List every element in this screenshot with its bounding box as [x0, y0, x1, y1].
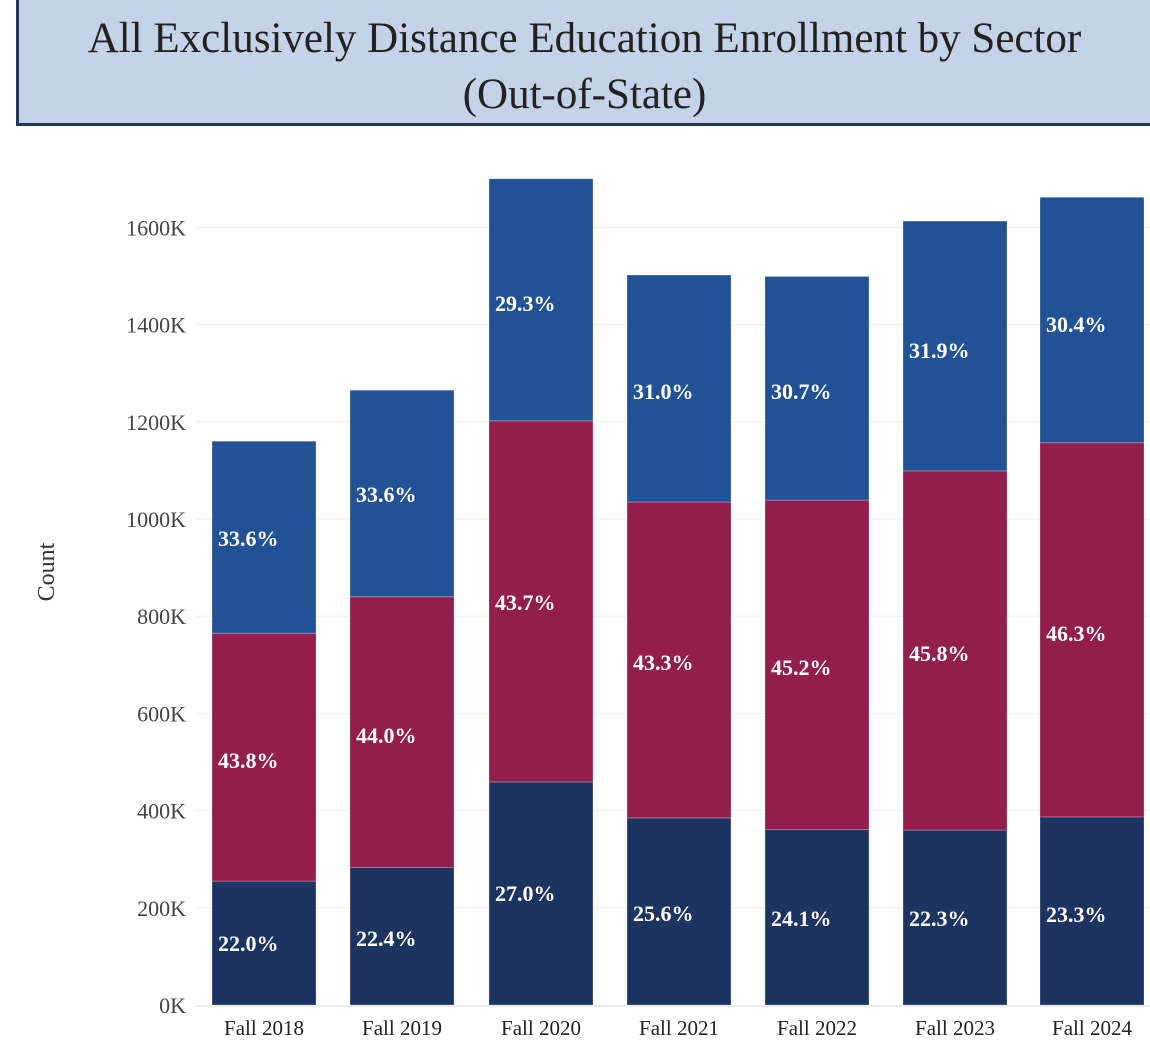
data-label: 45.8%	[909, 641, 970, 666]
y-tick-label: 600K	[137, 701, 186, 726]
bar-segment	[902, 220, 1008, 472]
x-tick-label: Fall 2019	[362, 1016, 442, 1040]
data-label: 30.4%	[1046, 312, 1107, 337]
bar-segment	[488, 781, 594, 1006]
y-axis-title: Count	[34, 542, 60, 601]
data-label: 22.4%	[356, 926, 417, 951]
data-label: 46.3%	[1046, 621, 1107, 646]
bar-segment	[1039, 196, 1145, 444]
chart-title-banner: All Exclusively Distance Education Enrol…	[16, 0, 1150, 126]
data-label: 31.9%	[909, 338, 970, 363]
x-tick-label: Fall 2023	[915, 1016, 995, 1040]
bar-segment	[1039, 442, 1145, 818]
bar-segment	[902, 829, 1008, 1006]
data-label: 43.8%	[218, 748, 279, 773]
chart-title-line-1: All Exclusively Distance Education Enrol…	[87, 15, 1082, 62]
data-label: 25.6%	[633, 901, 694, 926]
y-tick-label: 1200K	[126, 410, 186, 435]
chart-title-line-2: (Out-of-State)	[462, 71, 707, 118]
y-tick-label: 200K	[137, 896, 186, 921]
y-tick-label: 1000K	[126, 507, 186, 532]
y-tick-label: 800K	[137, 604, 186, 629]
bar-segment	[764, 499, 870, 831]
bar-segment	[626, 817, 732, 1006]
y-tick-label: 1600K	[126, 215, 186, 240]
data-label: 43.3%	[633, 650, 694, 675]
x-tick-label: Fall 2021	[639, 1016, 719, 1040]
data-label: 44.0%	[356, 723, 417, 748]
bar-segment	[764, 275, 870, 501]
bar-segment	[349, 389, 455, 598]
bar-segment	[211, 632, 317, 882]
x-tick-label: Fall 2018	[224, 1016, 304, 1040]
x-tick-label: Fall 2020	[501, 1016, 581, 1040]
data-label: 43.7%	[495, 590, 556, 615]
data-label: 30.7%	[771, 379, 832, 404]
data-label: 45.2%	[771, 655, 832, 680]
x-tick-label: Fall 2022	[777, 1016, 857, 1040]
bar-segment	[626, 501, 732, 819]
bar-segment	[488, 420, 594, 783]
bar-segment	[349, 866, 455, 1006]
data-label: 22.3%	[909, 906, 970, 931]
bar-segment	[211, 880, 317, 1006]
x-tick-label: Fall 2024	[1052, 1016, 1132, 1040]
y-tick-label: 0K	[159, 993, 186, 1018]
data-label: 31.0%	[633, 379, 694, 404]
data-label: 33.6%	[218, 526, 279, 551]
data-label: 22.0%	[218, 931, 279, 956]
data-label: 23.3%	[1046, 902, 1107, 927]
y-tick-label: 400K	[137, 799, 186, 824]
data-label: 27.0%	[495, 881, 556, 906]
bar-segment	[1039, 816, 1145, 1006]
data-label: 24.1%	[771, 906, 832, 931]
bar-segment	[211, 440, 317, 634]
data-label: 33.6%	[356, 482, 417, 507]
bar-segment	[349, 596, 455, 868]
data-label: 29.3%	[495, 291, 556, 316]
bar-segment	[764, 829, 870, 1006]
bar-segment	[488, 178, 594, 422]
y-tick-label: 1400K	[126, 313, 186, 338]
bar-segment	[626, 274, 732, 503]
